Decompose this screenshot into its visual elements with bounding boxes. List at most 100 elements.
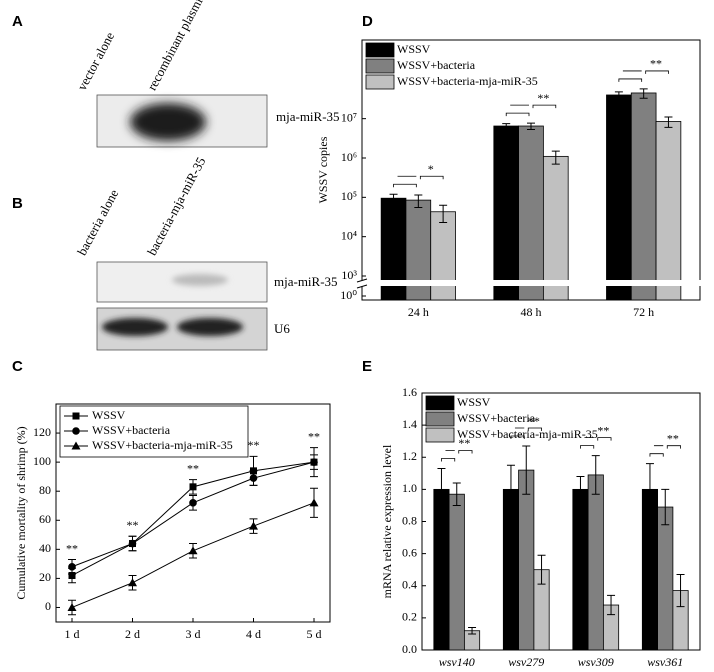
error-bar bbox=[645, 463, 654, 516]
error-bar bbox=[506, 464, 515, 514]
marker bbox=[188, 546, 198, 555]
marker bbox=[128, 539, 137, 548]
x-tick-label: wsv361 bbox=[647, 655, 683, 669]
marker bbox=[189, 499, 197, 507]
x-tick-label: wsv140 bbox=[439, 655, 475, 669]
y-tick-label: 20 bbox=[39, 570, 51, 584]
error-bar bbox=[664, 116, 673, 128]
bar bbox=[572, 488, 589, 651]
y-tick-label: 60 bbox=[39, 512, 51, 526]
y-tick-label: 0.2 bbox=[402, 610, 417, 624]
panel-letter: D bbox=[362, 13, 373, 30]
marker bbox=[68, 562, 76, 571]
marker bbox=[128, 578, 137, 587]
bracket bbox=[580, 437, 612, 449]
axis-break-mark bbox=[356, 278, 368, 289]
legend-label: WSSV bbox=[92, 408, 126, 422]
bar bbox=[587, 474, 604, 651]
bracket bbox=[441, 450, 473, 462]
marker bbox=[309, 498, 319, 507]
bracket bbox=[393, 175, 444, 188]
marker bbox=[249, 474, 258, 482]
y-tick-label: 80 bbox=[39, 483, 51, 497]
legend-label: WSSV bbox=[457, 395, 491, 409]
bar bbox=[657, 506, 674, 651]
y-tick-label: 10³ bbox=[341, 268, 357, 282]
error-bar bbox=[389, 193, 398, 204]
bar bbox=[433, 488, 450, 651]
y-tick-label: 1.0 bbox=[402, 481, 417, 495]
bar bbox=[630, 92, 657, 301]
error-bar bbox=[468, 627, 477, 635]
legend-swatch bbox=[365, 74, 395, 90]
legend-swatch bbox=[425, 427, 455, 443]
lane-label: bacteria alone bbox=[74, 187, 121, 258]
error-bar bbox=[527, 122, 535, 131]
bar bbox=[518, 469, 535, 651]
x-tick-label: 2 d bbox=[125, 627, 140, 641]
axis-break bbox=[356, 280, 706, 286]
y-axis-label: WSSV copies bbox=[316, 136, 330, 203]
marker bbox=[67, 602, 77, 611]
y-tick-label: 0 bbox=[45, 599, 51, 613]
legend-marker bbox=[72, 427, 80, 435]
significance: ** bbox=[127, 518, 139, 532]
error-bar bbox=[607, 594, 616, 616]
bracket bbox=[510, 427, 542, 440]
significance: ** bbox=[528, 414, 540, 428]
x-tick-label: 24 h bbox=[408, 305, 429, 319]
error-bar bbox=[414, 194, 423, 209]
y-axis-label: Cumulative mortality of shrimp (%) bbox=[14, 426, 28, 599]
error-bar bbox=[661, 488, 670, 526]
legend-marker bbox=[71, 441, 81, 450]
band-label: mja-miR-35 bbox=[276, 109, 340, 124]
band-label: U6 bbox=[274, 321, 290, 336]
bracket bbox=[505, 104, 557, 117]
panel-letter: B bbox=[12, 195, 23, 212]
legend-swatch bbox=[365, 58, 395, 74]
bar bbox=[606, 94, 632, 301]
legend-label: WSSV bbox=[397, 42, 431, 56]
x-tick-label: 72 h bbox=[633, 305, 654, 319]
error-bar bbox=[551, 150, 560, 165]
x-tick-label: 5 d bbox=[307, 627, 322, 641]
marker bbox=[310, 458, 318, 466]
bar bbox=[448, 493, 465, 651]
legend-label: WSSV+bacteria-mja-miR-35 bbox=[457, 427, 598, 441]
y-tick-label: 0.4 bbox=[402, 578, 417, 592]
panel-letter: A bbox=[12, 13, 23, 30]
legend-label: WSSV+bacteria bbox=[457, 411, 536, 425]
marker bbox=[249, 521, 258, 530]
error-bar bbox=[439, 204, 448, 223]
error-bar bbox=[452, 482, 461, 506]
legend-swatch bbox=[425, 395, 455, 411]
x-tick-label: 3 d bbox=[186, 627, 201, 641]
legend-label: WSSV+bacteria bbox=[92, 423, 171, 437]
marker bbox=[68, 571, 76, 579]
error-bar bbox=[676, 574, 685, 608]
significance: ** bbox=[667, 431, 679, 445]
x-tick-label: 48 h bbox=[521, 305, 542, 319]
y-tick-label: 10⁷ bbox=[341, 110, 357, 124]
legend-swatch bbox=[425, 411, 455, 427]
significance: ** bbox=[66, 541, 78, 555]
y-tick-label: 1.4 bbox=[402, 417, 417, 431]
marker bbox=[189, 483, 197, 491]
x-tick-label: wsv309 bbox=[578, 655, 614, 669]
error-bar bbox=[522, 445, 531, 495]
y-axis-label: mRNA relative expression level bbox=[380, 444, 394, 598]
lane-label: bacteria-mja-miR-35 bbox=[144, 155, 208, 258]
bar bbox=[430, 211, 456, 301]
significance: ** bbox=[537, 91, 549, 105]
bracket bbox=[649, 445, 681, 457]
y-tick-label: 100 bbox=[33, 454, 51, 468]
legend-label: WSSV+bacteria-mja-miR-35 bbox=[92, 438, 233, 452]
bracket bbox=[618, 70, 669, 82]
panel-letter: C bbox=[12, 358, 23, 375]
legend-swatch bbox=[365, 42, 395, 58]
x-tick-label: 4 d bbox=[246, 627, 261, 641]
y-tick-label: 0.6 bbox=[402, 545, 417, 559]
error-bar bbox=[576, 476, 585, 503]
y-tick-label: 10⁵ bbox=[341, 189, 357, 203]
